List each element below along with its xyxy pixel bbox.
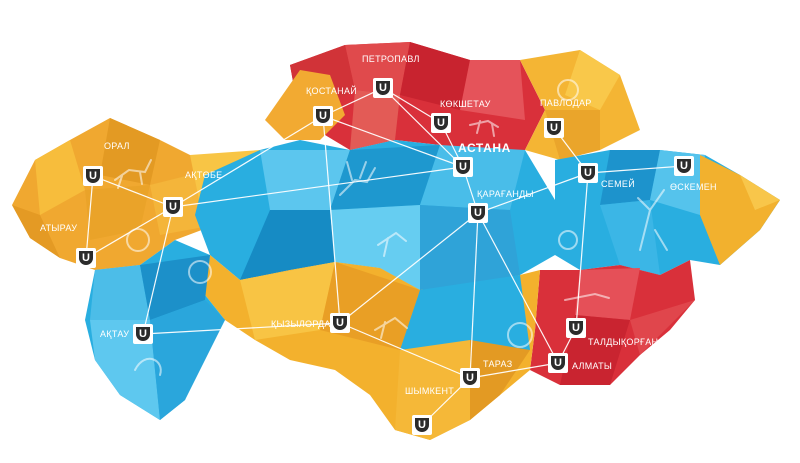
city-marker-kostanai[interactable]: U (313, 106, 333, 126)
city-marker-petropavl[interactable]: U (373, 78, 393, 98)
city-marker-taraz[interactable]: U (460, 368, 480, 388)
svg-text:U: U (459, 161, 467, 173)
svg-text:U: U (550, 122, 558, 134)
city-label-aktau: АҚТАУ (100, 329, 129, 339)
svg-text:U: U (572, 322, 580, 334)
svg-text:U: U (169, 201, 177, 213)
region-center (195, 140, 555, 290)
city-label-pavlodar: ПАВЛОДАР (540, 98, 592, 108)
svg-text:U: U (680, 160, 688, 172)
city-marker-oral[interactable]: U (83, 166, 103, 186)
city-marker-kyzylorda[interactable]: U (330, 313, 350, 333)
svg-text:U: U (379, 82, 387, 94)
city-label-astana: АСТАНА (458, 141, 511, 155)
city-marker-pavlodar[interactable]: U (544, 118, 564, 138)
svg-text:U: U (82, 252, 90, 264)
city-marker-aktobe[interactable]: U (163, 197, 183, 217)
svg-text:U: U (584, 167, 592, 179)
city-label-taldykorgan: ТАЛДЫҚОРҒАН (588, 337, 658, 347)
city-label-petropavl: ПЕТРОПАВЛ (362, 54, 420, 64)
svg-text:U: U (554, 357, 562, 369)
region-southwest (85, 240, 225, 420)
city-label-atyrau: АТЫРАУ (40, 223, 77, 233)
city-label-kyzylorda: ҚЫЗЫЛОРДА (271, 319, 331, 329)
city-marker-atyrau[interactable]: U (76, 248, 96, 268)
region-east (555, 150, 780, 275)
city-marker-karagandy[interactable]: U (468, 203, 488, 223)
city-label-oral: ОРАЛ (104, 141, 130, 151)
svg-text:U: U (139, 328, 147, 340)
svg-text:U: U (319, 110, 327, 122)
city-marker-astana[interactable]: U (453, 157, 473, 177)
city-marker-taldykorgan[interactable]: U (566, 318, 586, 338)
city-label-taraz: ТАРАЗ (483, 359, 512, 369)
city-label-kokshetau: КӨКШЕТАУ (440, 99, 491, 109)
svg-text:U: U (336, 317, 344, 329)
city-label-semei: СЕМЕЙ (601, 178, 635, 189)
city-label-oskemen: ӨСКЕМЕН (670, 182, 717, 192)
svg-text:U: U (437, 117, 445, 129)
region-south (205, 255, 540, 440)
petroglyph-decorations (114, 79, 668, 376)
city-label-karagandy: ҚАРАҒАНДЫ (477, 189, 534, 199)
region-north (290, 42, 545, 160)
city-marker-kokshetau[interactable]: U (431, 113, 451, 133)
svg-text:U: U (89, 170, 97, 182)
city-marker-almaty[interactable]: U (548, 353, 568, 373)
city-marker-semei[interactable]: U (578, 163, 598, 183)
city-marker-aktau[interactable]: U (133, 324, 153, 344)
city-label-shymkent: ШЫМКЕНТ (405, 386, 454, 396)
svg-text:U: U (466, 372, 474, 384)
city-label-aktobe: АҚТӨБЕ (185, 170, 222, 180)
city-label-almaty: АЛМАТЫ (572, 361, 612, 371)
svg-text:U: U (418, 419, 426, 431)
city-label-kostanai: ҚОСТАНАЙ (306, 85, 357, 96)
svg-text:U: U (474, 207, 482, 219)
city-marker-shymkent[interactable]: U (412, 415, 432, 435)
city-markers: U ПЕТРОПАВЛ U ҚОСТАНАЙ U КӨКШЕТАУ U ПАВЛ… (40, 54, 717, 435)
city-marker-oskemen[interactable]: U (674, 156, 694, 176)
